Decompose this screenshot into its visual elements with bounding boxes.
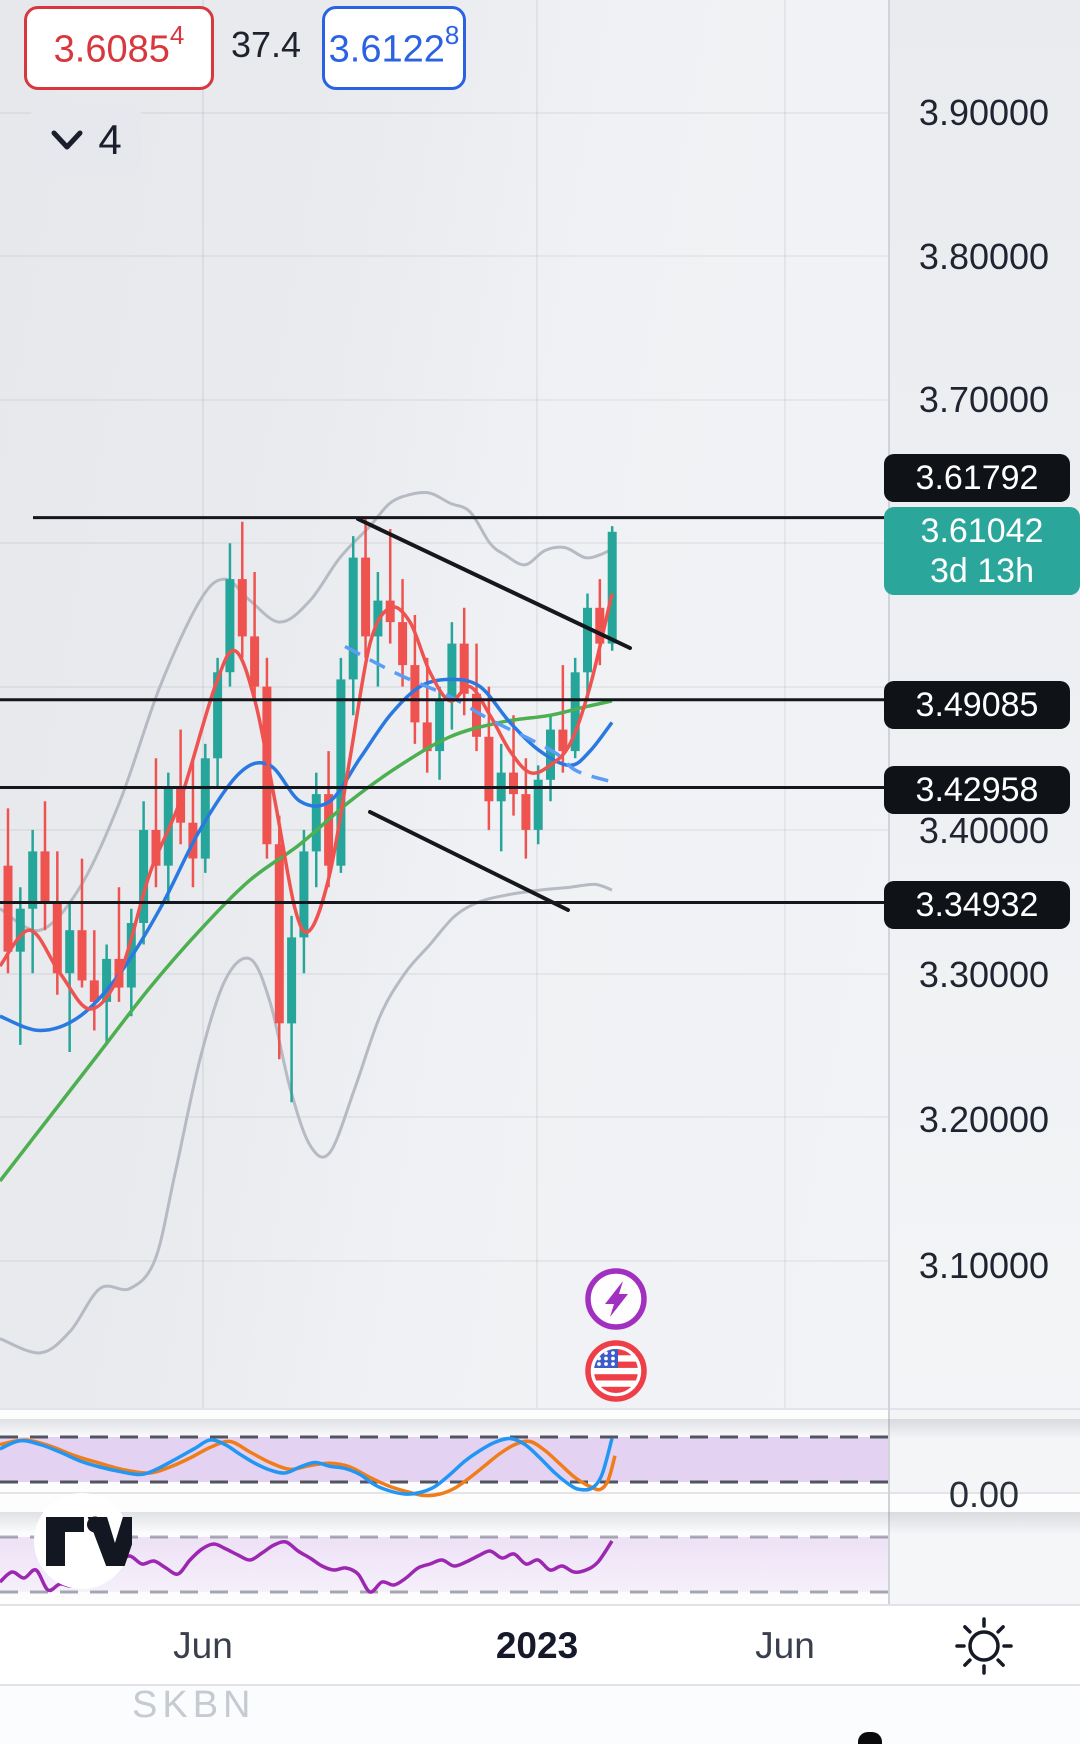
axis-separator bbox=[888, 0, 890, 1686]
momentum-pane-background[interactable] bbox=[0, 1512, 888, 1604]
time-axis-bar[interactable] bbox=[0, 1604, 1080, 1686]
bar-countdown: 3d 13h bbox=[930, 552, 1034, 590]
chart-settings-icon[interactable] bbox=[946, 1608, 1022, 1684]
symbol-watermark: SKBN bbox=[132, 1684, 256, 1726]
current-price-label: 3.61042 3d 13h bbox=[884, 507, 1080, 595]
time-axis-label: Jun bbox=[755, 1625, 815, 1666]
bottom-handle[interactable] bbox=[858, 1732, 882, 1744]
price-axis-label: 3.80000 bbox=[918, 236, 1050, 277]
spread-value: 37.4 bbox=[230, 24, 302, 65]
timeframe-value: 4 bbox=[98, 116, 122, 163]
pane-separator[interactable] bbox=[0, 1408, 1080, 1410]
time-axis-label: Jun bbox=[173, 1625, 233, 1666]
price-axis-label: 3.30000 bbox=[918, 954, 1050, 995]
sell-bid-button[interactable]: 3.60854 bbox=[24, 6, 214, 90]
bottom-area bbox=[0, 1686, 1080, 1744]
price-level-label: 3.49085 bbox=[884, 681, 1070, 729]
price-level-label: 3.42958 bbox=[884, 766, 1070, 814]
price-axis-label: 3.70000 bbox=[918, 379, 1050, 420]
ask-price: 3.61228 bbox=[328, 20, 460, 71]
price-axis-label: 3.90000 bbox=[918, 92, 1050, 133]
us-flag-event-icon[interactable] bbox=[581, 1336, 651, 1406]
price-level-label: 3.34932 bbox=[884, 881, 1070, 929]
chevron-down-icon bbox=[51, 130, 83, 150]
buy-ask-button[interactable]: 3.61228 bbox=[322, 6, 466, 90]
price-pane-background[interactable] bbox=[0, 0, 888, 1408]
economic-event-lightning-icon[interactable] bbox=[582, 1265, 650, 1333]
price-level-label: 3.61792 bbox=[884, 454, 1070, 502]
bid-price: 3.60854 bbox=[53, 20, 185, 71]
timeframe-selector[interactable]: 4 bbox=[30, 103, 142, 177]
price-axis-label: 3.10000 bbox=[918, 1245, 1050, 1286]
time-axis-label: 2023 bbox=[495, 1625, 579, 1666]
price-axis-label: 3.40000 bbox=[918, 810, 1050, 851]
current-price-value: 3.61042 bbox=[920, 512, 1044, 550]
oscillator-axis-label: 0.00 bbox=[948, 1474, 1020, 1515]
stochastic-pane-background[interactable] bbox=[0, 1408, 888, 1492]
tradingview-logo[interactable] bbox=[32, 1491, 132, 1591]
price-axis-label: 3.20000 bbox=[918, 1099, 1050, 1140]
